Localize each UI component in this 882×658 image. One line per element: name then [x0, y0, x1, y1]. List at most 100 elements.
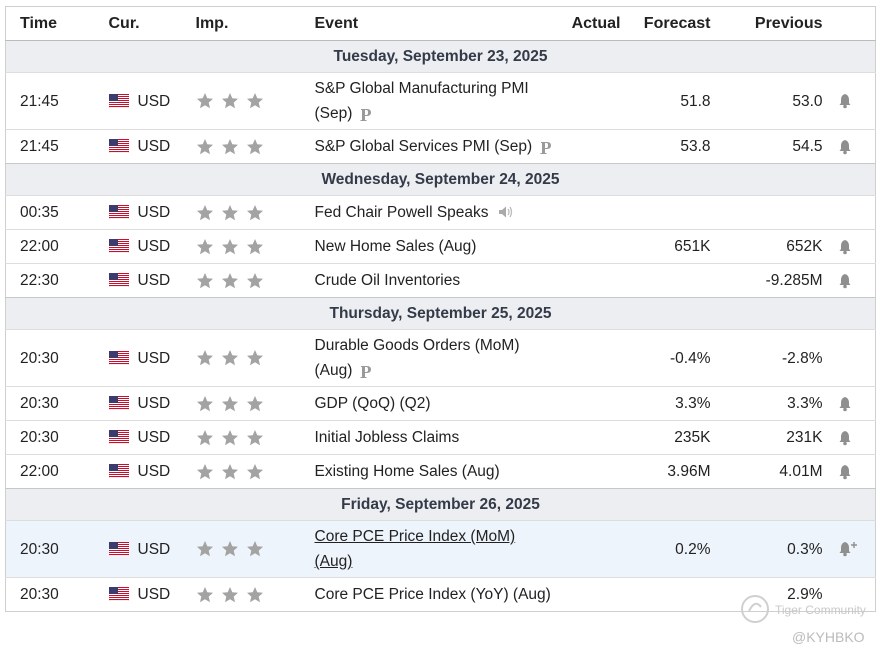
- event-row: 21:45 USD S&P Global Services PMI (Sep) 53.…: [5, 129, 876, 164]
- forecast-cell: 235K: [625, 420, 716, 455]
- day-date: Wednesday, September 24, 2025: [5, 163, 876, 196]
- currency: USD: [137, 238, 171, 255]
- currency: USD: [137, 463, 171, 480]
- us-flag: [108, 93, 129, 108]
- day-date: Friday, September 26, 2025: [5, 488, 876, 521]
- currency: USD: [137, 272, 171, 289]
- event-row: 00:35 USD Fed Chair Powell Speaks: [5, 195, 876, 230]
- event-cell: Durable Goods Orders (MoM) (Aug): [309, 329, 561, 387]
- event-name[interactable]: Crude Oil Inventories: [314, 272, 461, 289]
- event-name[interactable]: S&P Global Services PMI (Sep): [314, 138, 533, 155]
- forecast-cell: 651K: [625, 229, 716, 264]
- alert-button[interactable]: [838, 395, 860, 412]
- forecast: 51.8: [680, 92, 711, 110]
- event-cell: Core PCE Price Index (YoY) (Aug): [309, 577, 561, 612]
- event-name[interactable]: Existing Home Sales (Aug): [314, 463, 500, 480]
- actual-cell: [560, 386, 626, 421]
- currency: USD: [137, 138, 171, 155]
- event-time: 22:30: [5, 263, 101, 298]
- currency: USD: [137, 429, 171, 446]
- importance-cell: [195, 577, 310, 612]
- day-row: Thursday, September 25, 2025: [5, 297, 876, 330]
- currency-cell: USD: [100, 329, 196, 387]
- us-flag: [108, 541, 129, 556]
- currency-cell: USD: [100, 129, 196, 164]
- previous: 53.0: [792, 92, 823, 110]
- importance-cell: [195, 420, 310, 455]
- alert-cell: [827, 454, 876, 489]
- forecast-cell: 0.2%: [625, 520, 716, 578]
- event-row: 20:30 USD Durable Goods Orders (MoM) (Aug)…: [5, 329, 876, 387]
- us-flag: [108, 204, 129, 220]
- event-name[interactable]: GDP (QoQ) (Q2): [314, 395, 431, 412]
- event-cell: Initial Jobless Claims: [309, 420, 561, 455]
- alert-button[interactable]: [838, 541, 860, 558]
- forecast-cell: 3.96M: [625, 454, 716, 489]
- event-time: 22:00: [5, 229, 101, 264]
- forecast-cell: 51.8: [625, 72, 716, 130]
- importance-cell: [195, 454, 310, 489]
- previous: 4.01M: [779, 463, 823, 480]
- importance-stars: [196, 429, 263, 446]
- alert-bell-plus: [839, 542, 857, 557]
- event-time: 00:35: [5, 195, 101, 230]
- event-cell: Core PCE Price Index (MoM) (Aug): [309, 520, 561, 578]
- event-row: 20:30 USD Initial Jobless Claims 235K 231K: [5, 420, 876, 455]
- event-name[interactable]: New Home Sales (Aug): [314, 238, 477, 255]
- table-body: Tuesday, September 23, 2025 21:45 USD S&P G…: [5, 40, 876, 612]
- event-cell: New Home Sales (Aug): [309, 229, 561, 264]
- previous-cell: 231K: [715, 420, 828, 455]
- currency-cell: USD: [100, 195, 196, 230]
- calendar-table: Time Cur. Imp. Event Actual Forecast Pre…: [5, 6, 876, 612]
- alert-bell: [839, 94, 850, 109]
- importance-stars: [196, 272, 263, 289]
- event-name[interactable]: Core PCE Price Index (MoM) (Aug): [314, 528, 516, 570]
- column-header: Event: [309, 6, 561, 41]
- alert-button[interactable]: [838, 93, 860, 110]
- event-name[interactable]: S&P Global Manufacturing PMI (Sep): [314, 80, 529, 122]
- currency: USD: [137, 586, 171, 603]
- alert-bell: [839, 273, 850, 289]
- event-name[interactable]: Initial Jobless Claims: [314, 429, 460, 446]
- alert-button[interactable]: [838, 238, 860, 255]
- forecast: 3.96M: [667, 463, 711, 480]
- previous: 0.3%: [787, 540, 823, 558]
- importance-stars: [196, 93, 263, 109]
- event-cell: Fed Chair Powell Speaks: [309, 195, 561, 230]
- previous: 2.9%: [787, 586, 823, 603]
- importance-stars: [196, 463, 263, 480]
- importance-cell: [195, 229, 310, 264]
- currency-cell: USD: [100, 420, 196, 455]
- event-name[interactable]: Core PCE Price Index (YoY) (Aug): [314, 586, 551, 603]
- event-name[interactable]: Durable Goods Orders (MoM) (Aug): [314, 337, 520, 379]
- actual-cell: [560, 129, 626, 164]
- actual-cell: [560, 420, 626, 455]
- alert-button[interactable]: [838, 463, 860, 480]
- event-cell: Existing Home Sales (Aug): [309, 454, 561, 489]
- previous-cell: 3.3%: [715, 386, 828, 421]
- importance-stars: [196, 204, 263, 221]
- event-row: 21:45 USD S&P Global Manufacturing PMI (Se…: [5, 72, 876, 130]
- importance-cell: [195, 329, 310, 387]
- event-row: 20:30 USD Core PCE Price Index (MoM) (Aug)…: [5, 520, 876, 578]
- actual-cell: [560, 329, 626, 387]
- previous-cell: -9.285M: [715, 263, 828, 298]
- watermark-logo: [740, 594, 770, 627]
- alert-button[interactable]: [838, 272, 860, 289]
- column-header: Previous: [715, 6, 828, 41]
- previous-cell: 0.3%: [715, 520, 828, 578]
- importance-stars: [196, 586, 263, 603]
- alert-cell: [827, 420, 876, 455]
- forecast-cell: [625, 263, 716, 298]
- alert-cell: [827, 520, 876, 578]
- alert-button[interactable]: [838, 138, 860, 155]
- us-flag: [108, 395, 129, 411]
- alert-button[interactable]: [838, 429, 860, 446]
- us-flag: [108, 138, 129, 154]
- forecast: 0.2%: [675, 540, 711, 558]
- event-name[interactable]: Fed Chair Powell Speaks: [314, 204, 489, 221]
- actual-cell: [560, 577, 626, 612]
- forecast: 3.3%: [675, 395, 711, 412]
- day-row: Wednesday, September 24, 2025: [5, 163, 876, 196]
